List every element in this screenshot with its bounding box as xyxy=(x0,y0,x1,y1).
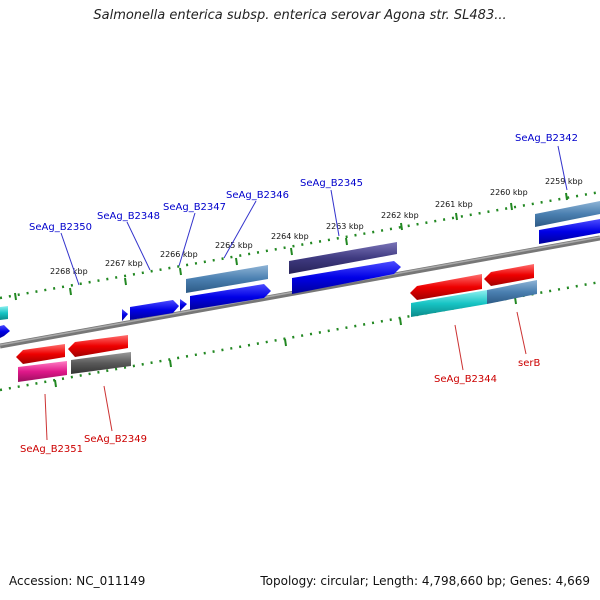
reverse-gene-labels: SeAg_B2344 serB SeAg_B2351 SeAg_B2349 xyxy=(20,358,540,455)
gene-arrow xyxy=(487,280,537,304)
gene-arrow xyxy=(180,299,187,311)
gene-label: SeAg_B2350 xyxy=(29,222,92,233)
reverse-leader-lines xyxy=(44,311,527,441)
scale-label-2259: 2259 kbp xyxy=(545,177,583,186)
gene-arrow xyxy=(16,344,65,364)
scale-label-2268: 2268 kbp xyxy=(50,267,88,276)
gene-label: SeAg_B2345 xyxy=(300,178,363,189)
reverse-inner-genes xyxy=(16,264,534,364)
scale-label-2267: 2267 kbp xyxy=(105,259,143,268)
scale-label-2260: 2260 kbp xyxy=(490,188,528,197)
gene-label: SeAg_B2347 xyxy=(163,202,226,213)
gene-arrow xyxy=(71,352,131,374)
gene-arrow xyxy=(122,309,128,321)
gene-label: SeAg_B2349 xyxy=(84,434,147,445)
gene-label: SeAg_B2348 xyxy=(97,211,160,222)
gene-arrow xyxy=(68,335,128,357)
gene-arrow xyxy=(0,306,8,320)
scale-labels: 2259 kbp 2260 kbp 2261 kbp 2262 kbp 2263… xyxy=(50,177,583,276)
map-title: Salmonella enterica subsp. enterica sero… xyxy=(93,8,507,23)
gene-arrow xyxy=(292,261,401,294)
scale-label-2262: 2262 kbp xyxy=(381,211,419,220)
scale-ticks xyxy=(14,192,568,388)
forward-outer-genes xyxy=(0,201,600,320)
accession-label: Accession: NC_011149 xyxy=(9,574,146,588)
gene-label: SeAg_B2351 xyxy=(20,444,83,455)
scale-label-2264: 2264 kbp xyxy=(271,232,309,241)
scale-label-2263: 2263 kbp xyxy=(326,222,364,231)
gene-arrow xyxy=(0,325,10,338)
gene-arrow xyxy=(18,361,67,382)
gene-label: SeAg_B2346 xyxy=(226,190,289,201)
gene-arrow xyxy=(535,201,600,227)
gene-arrow xyxy=(130,300,179,320)
gene-arrow xyxy=(289,242,397,274)
scale-label-2265: 2265 kbp xyxy=(215,241,253,250)
gene-arrow xyxy=(186,265,268,293)
gene-arrow xyxy=(411,290,487,317)
gene-arrow xyxy=(190,284,271,310)
gene-arrow xyxy=(484,264,534,286)
scale-label-2266: 2266 kbp xyxy=(160,250,198,259)
genome-summary: Topology: circular; Length: 4,798,660 bp… xyxy=(260,574,590,588)
gene-label: SeAg_B2344 xyxy=(434,374,497,385)
gene-arrow xyxy=(410,274,482,300)
scale-label-2261: 2261 kbp xyxy=(435,200,473,209)
forward-inner-genes xyxy=(0,219,600,338)
gene-label: SeAg_B2342 xyxy=(515,133,578,144)
forward-gene-labels: SeAg_B2342 SeAg_B2345 SeAg_B2346 SeAg_B2… xyxy=(29,133,578,233)
forward-leader-lines xyxy=(60,145,568,286)
gene-label: serB xyxy=(518,358,540,369)
reverse-outer-genes xyxy=(18,280,537,382)
gene-arrow xyxy=(539,219,600,244)
